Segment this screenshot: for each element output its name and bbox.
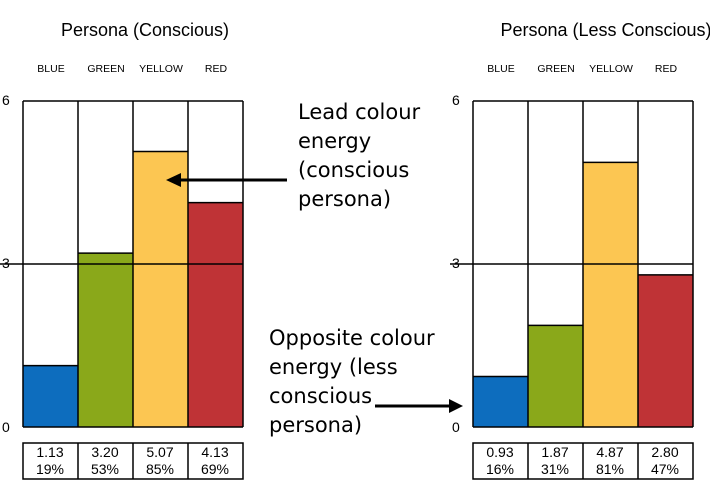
y-tick-label: 6 [452,92,460,108]
annotation-lead-colour: Lead colour energy (conscious persona) [298,98,438,214]
plot-area [450,100,694,480]
category-label-red: RED [204,63,228,75]
value-label-red: 2.80 [651,444,679,460]
category-label-green: GREEN [87,63,125,75]
percent-label-green: 31% [540,461,570,477]
value-label-yellow: 4.87 [596,444,624,460]
value-label-green: 3.20 [91,444,119,460]
percent-label-green: 53% [90,461,120,477]
chart-title: Persona (Less Conscious) [500,20,710,40]
annotation-line: conscious [269,384,373,408]
bar-red [638,274,693,427]
annotation-line: persona) [269,413,363,437]
value-label-red: 4.13 [201,444,229,460]
chart-conscious: Persona (Conscious) BLUE GREEN YELLOW RE… [0,0,300,502]
bar-green [528,325,583,427]
category-label-green: GREEN [537,63,575,75]
y-tick-label: 3 [2,255,10,271]
value-label-blue: 1.13 [36,444,64,460]
annotation-line: energy (less [269,355,398,379]
annotation-line: persona) [298,187,392,211]
percent-label-blue: 19% [35,461,65,477]
percent-label-blue: 16% [485,461,515,477]
percent-label-red: 47% [650,461,680,477]
chart-less-conscious: Persona (Less Conscious) BLUE GREEN YELL… [446,0,710,502]
value-label-yellow: 5.07 [146,444,174,460]
category-label-blue: BLUE [37,63,65,75]
category-label-yellow: YELLOW [139,63,183,75]
category-label-red: RED [654,63,678,75]
annotation-line: energy [298,129,372,153]
category-label-blue: BLUE [487,63,515,75]
value-label-blue: 0.93 [486,444,514,460]
percent-label-yellow: 81% [595,461,625,477]
annotation-line: Lead colour [298,100,421,124]
bar-blue [23,365,78,427]
category-label-yellow: YELLOW [589,63,633,75]
bar-yellow [583,162,638,427]
y-tick-label: 6 [2,92,10,108]
annotation-opposite-colour: Opposite colour energy (less conscious p… [269,324,449,440]
percent-label-yellow: 85% [145,461,175,477]
annotation-line: (conscious [298,158,410,182]
percent-label-red: 69% [200,461,230,477]
bar-blue [473,376,528,427]
annotation-line: Opposite colour [269,326,435,350]
bar-yellow [133,151,188,427]
bar-green [78,253,133,427]
value-label-green: 1.87 [541,444,569,460]
y-tick-label: 0 [452,419,460,435]
y-tick-label: 0 [2,419,10,435]
y-tick-label: 3 [452,255,460,271]
plot-area [0,100,244,480]
chart-title: Persona (Conscious) [60,20,230,40]
bar-red [188,202,243,427]
